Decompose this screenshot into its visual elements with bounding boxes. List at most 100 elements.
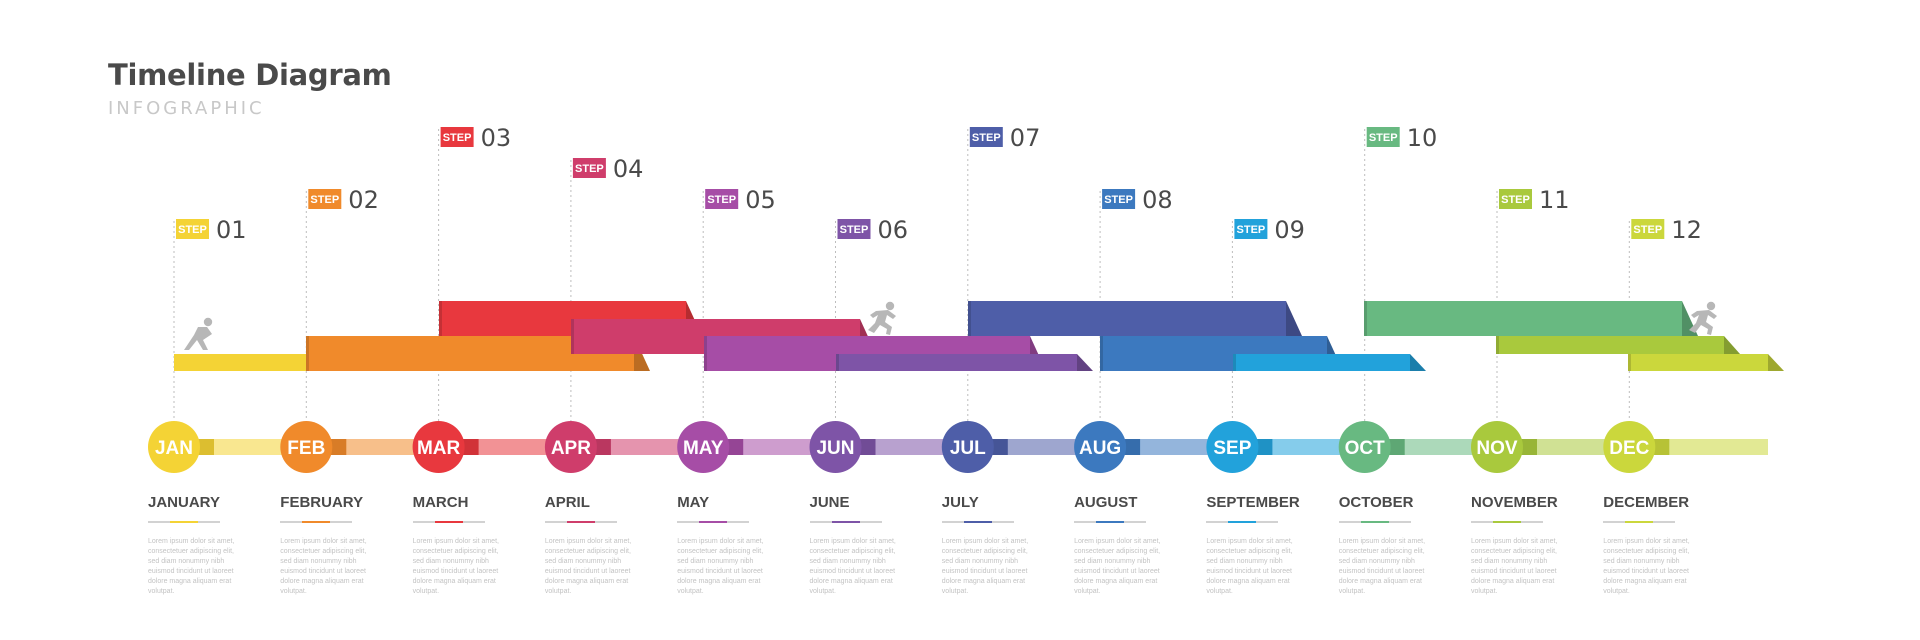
month-underline-accent <box>170 521 198 523</box>
month-underline-accent <box>566 521 595 523</box>
month-description: Lorem ipsum dolor sit amet, consectetuer… <box>1603 538 1690 595</box>
month-abbr-nov: NOV <box>1476 438 1518 459</box>
month-description: Lorem ipsum dolor sit amet, consectetuer… <box>412 538 499 595</box>
step-bar-edge-04 <box>571 319 574 354</box>
month-underline <box>1471 521 1543 523</box>
month-circle-mar <box>412 421 465 473</box>
page-subtitle: INFOGRAPHIC <box>108 98 265 119</box>
step-number-02: 02 <box>348 186 379 214</box>
month-abbr-apr: APR <box>551 438 591 459</box>
step-bar-edge-12 <box>1628 354 1631 371</box>
step-badge-04 <box>572 158 606 178</box>
month-underline <box>941 521 1014 523</box>
month-abbr-feb: FEB <box>287 438 325 459</box>
month-description: Lorem ipsum dolor sit amet, consectetuer… <box>148 538 235 595</box>
track-connector-feb <box>328 439 347 455</box>
step-bars <box>174 301 1784 371</box>
month-block-feb: FEBRUARY Lorem ipsum dolor sit amet, cons… <box>280 494 392 597</box>
month-block-jul: JULY Lorem ipsum dolor sit amet, consecte… <box>941 494 1054 597</box>
step-flags: STEP 01 STEP 02 STEP 03 STEP 04 STEP 05 STEP 06 STEP… <box>176 124 1702 244</box>
month-underline <box>1603 521 1676 523</box>
step-bar-edge-05 <box>704 336 707 371</box>
step-badge-label: STEP <box>575 163 604 175</box>
step-bar-fold-09 <box>1410 354 1426 371</box>
month-block-oct: OCTOBER Lorem ipsum dolor sit amet, conse… <box>1338 494 1451 597</box>
track-connector-dec <box>1651 439 1670 455</box>
step-number-11: 11 <box>1539 186 1570 214</box>
month-name: APRIL <box>544 494 590 511</box>
month-underline-accent <box>1625 521 1654 523</box>
step-bar-edge-06 <box>836 354 839 371</box>
step-bar-edge-09 <box>1233 354 1236 371</box>
month-name: JANUARY <box>148 494 220 511</box>
runner-icon <box>868 301 896 335</box>
month-abbr-oct: OCT <box>1345 438 1386 459</box>
month-circles: JAN FEB MAR APR MAY JUN JUL AUG SEP OCT NOV DEC <box>148 421 1656 473</box>
month-abbr-jan: JAN <box>155 438 193 459</box>
month-circle-jun <box>809 421 862 473</box>
step-bar-fold-06 <box>1077 354 1093 371</box>
step-badge-07 <box>969 127 1003 147</box>
month-name: OCTOBER <box>1338 494 1414 511</box>
month-description: Lorem ipsum dolor sit amet, consectetuer… <box>941 538 1029 595</box>
track-connector-jun <box>857 439 876 455</box>
month-abbr-mar: MAR <box>417 438 461 459</box>
step-bar-10 <box>1364 301 1682 336</box>
month-abbr-dec: DEC <box>1609 438 1649 459</box>
step-bar-edge-02 <box>306 336 309 371</box>
month-circle-apr <box>544 421 597 473</box>
month-name: MARCH <box>412 494 469 511</box>
month-underline <box>1206 521 1279 523</box>
step-bar-06 <box>836 354 1077 371</box>
step-bar-edge-08 <box>1100 336 1103 371</box>
month-block-dec: DECEMBER Lorem ipsum dolor sit amet, cons… <box>1603 494 1715 597</box>
step-badge-06 <box>837 219 871 239</box>
month-name: DECEMBER <box>1603 494 1690 511</box>
step-badge-label: STEP <box>1633 224 1662 236</box>
step-badge-label: STEP <box>1104 194 1133 206</box>
month-circle-jul <box>941 421 994 473</box>
month-circle-nov <box>1471 421 1523 473</box>
step-number-09: 09 <box>1274 216 1305 244</box>
step-bar-12 <box>1628 354 1768 371</box>
step-bar-11 <box>1496 336 1724 354</box>
step-badge-label: STEP <box>1369 132 1398 144</box>
step-number-04: 04 <box>613 155 644 183</box>
track-connector-jan <box>196 439 214 455</box>
month-block-sep: SEPTEMBER Lorem ipsum dolor sit amet, con… <box>1206 494 1318 597</box>
step-bar-edge-03 <box>439 301 442 336</box>
month-circle-dec <box>1603 421 1656 473</box>
month-underline <box>809 521 882 523</box>
month-block-mar: MARCH Lorem ipsum dolor sit amet, consect… <box>412 494 525 597</box>
track-connector-may <box>725 439 744 455</box>
month-abbr-may: MAY <box>683 438 724 459</box>
month-track <box>174 439 1768 455</box>
month-name: MAY <box>677 494 710 511</box>
track-connector-mar <box>460 439 479 455</box>
month-underline-accent <box>699 521 728 523</box>
month-block-aug: AUGUST Lorem ipsum dolor sit amet, consec… <box>1074 494 1186 597</box>
step-badge-12 <box>1631 219 1665 239</box>
month-description: Lorem ipsum dolor sit amet, consectetuer… <box>677 538 764 595</box>
month-name: FEBRUARY <box>280 494 364 511</box>
month-underline <box>148 521 220 523</box>
month-description: Lorem ipsum dolor sit amet, consectetuer… <box>544 538 632 595</box>
month-description: Lorem ipsum dolor sit amet, consectetuer… <box>1206 538 1293 595</box>
month-circle-jan <box>148 421 200 473</box>
step-badge-label: STEP <box>972 132 1001 144</box>
month-description: Lorem ipsum dolor sit amet, consectetuer… <box>1471 538 1558 595</box>
step-number-06: 06 <box>878 216 909 244</box>
step-bar-fold-12 <box>1768 354 1784 371</box>
step-bar-fold-07 <box>1286 301 1302 336</box>
step-number-01: 01 <box>216 216 247 244</box>
step-badge-03 <box>440 127 474 147</box>
step-badge-label: STEP <box>840 224 869 236</box>
month-circle-aug <box>1074 421 1127 473</box>
month-underline <box>280 521 353 523</box>
month-underline-accent <box>302 521 331 523</box>
step-bar-edge-11 <box>1496 336 1499 354</box>
step-badge-02 <box>308 189 342 209</box>
month-underline-accent <box>434 521 463 523</box>
step-badge-label: STEP <box>443 132 472 144</box>
step-badge-label: STEP <box>1237 224 1266 236</box>
